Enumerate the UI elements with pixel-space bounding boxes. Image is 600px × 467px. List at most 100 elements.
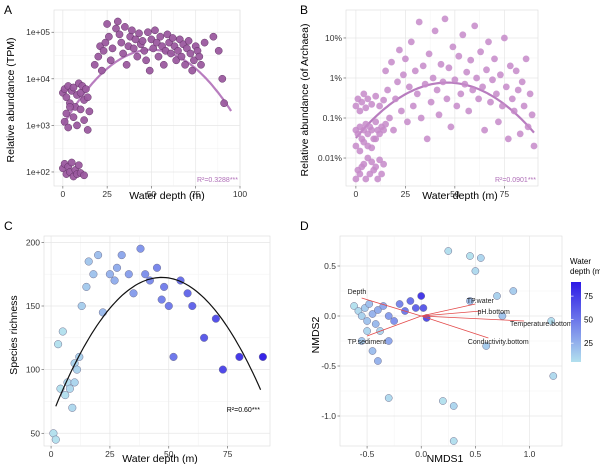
data-point [177, 52, 186, 61]
panel-b-points [352, 15, 538, 183]
data-point [160, 282, 169, 291]
data-point [427, 98, 435, 106]
data-point [135, 29, 143, 38]
data-point [67, 158, 76, 167]
legend-colorbar [571, 282, 581, 362]
data-point [549, 372, 558, 380]
panel-d-points: Depth TP.water pH.bottomTemperature.bottom… [348, 247, 573, 445]
data-point [455, 52, 463, 60]
data-point [520, 102, 528, 110]
data-point [128, 26, 136, 35]
x-tick-label: 100 [233, 189, 247, 199]
data-point [220, 99, 228, 108]
data-point [214, 46, 223, 55]
panel-b: B 0 25 50 750.01%0.1%1%10% Water depth (m) … [299, 3, 539, 202]
x-tick-label: 1.0 [524, 449, 536, 459]
data-point [396, 46, 403, 54]
data-point [417, 114, 425, 122]
data-point [200, 38, 209, 47]
y-tick-label: 0.01% [318, 153, 343, 163]
data-point [354, 130, 362, 138]
data-point [386, 114, 393, 122]
y-tick-label: 50 [31, 428, 41, 438]
data-point [378, 170, 385, 178]
panel-a-y-label: Relative abundance (TPM) [5, 38, 17, 163]
data-point [188, 66, 197, 75]
panel-a-x-label: Water depth (m) [129, 190, 204, 202]
data-point [65, 384, 74, 393]
data-point [437, 60, 445, 68]
data-point [477, 48, 484, 56]
data-point [360, 160, 368, 168]
panel-c-points [49, 244, 267, 444]
data-point [372, 163, 380, 171]
data-point [374, 175, 382, 183]
data-point [357, 337, 366, 345]
panel-b-ticks: 0 25 50 75 0.01% 0.1% 1% 10% [318, 33, 509, 199]
y-tick-label: 1e+02 [26, 167, 50, 177]
data-point [368, 347, 377, 355]
data-point [186, 49, 195, 58]
data-point [395, 300, 404, 308]
y-tick-label: -0.5 [321, 361, 336, 371]
data-point [69, 83, 78, 92]
data-point [62, 109, 71, 118]
x-tick-label: 50 [147, 189, 157, 199]
env-vector-arrow [421, 315, 489, 339]
legend-title-line-1: Water [570, 257, 591, 266]
data-point [58, 327, 67, 336]
legend-tick-label: 25 [584, 339, 593, 348]
data-point [489, 76, 496, 84]
data-point [115, 30, 124, 39]
data-point [433, 86, 441, 94]
data-point [475, 95, 482, 103]
data-point [510, 107, 518, 115]
data-point [479, 83, 486, 91]
data-point [411, 304, 420, 312]
y-tick-label: 1% [330, 73, 343, 83]
panel-b-letter: B [300, 3, 308, 17]
data-point [445, 64, 453, 72]
data-point [121, 23, 129, 31]
panel-c-ticks: 0 25 50 75 50 100 150 200 [26, 237, 233, 459]
data-point [80, 116, 88, 124]
data-point [97, 66, 106, 75]
data-point [457, 90, 465, 98]
data-point [466, 297, 474, 305]
data-point [159, 60, 168, 69]
panel-a-r2-annotation: R²=0.3288*** [197, 177, 238, 184]
data-point [368, 100, 376, 108]
panel-d: D Depth TP.water pH.bottomTemperature.bott… [300, 219, 600, 465]
data-point [69, 113, 78, 122]
data-point [413, 90, 421, 98]
data-point [85, 107, 94, 116]
data-point [83, 93, 92, 102]
panel-c-r2-annotation: R²=0.60*** [227, 407, 261, 414]
y-tick-label: 1e+05 [26, 27, 50, 37]
panel-d-x-label: NMDS1 [427, 453, 464, 465]
data-point [382, 67, 389, 75]
data-point [392, 95, 399, 103]
panel-d-grid [339, 235, 563, 447]
panel-a: A 0 25 50 75 100 1e+02 1e+03 1e+04 1e+05 Water d… [4, 3, 247, 202]
data-point [142, 56, 150, 65]
panel-a-ticks: 0 25 50 75 100 1e+02 1e+03 1e+04 1e+05 [26, 27, 247, 199]
legend-title-line-2: depth (m) [570, 267, 600, 276]
y-tick-label: 200 [26, 237, 40, 247]
data-point [66, 103, 74, 111]
data-point [151, 26, 159, 35]
data-point [384, 337, 393, 345]
data-point [356, 147, 364, 155]
data-point [441, 15, 449, 23]
panel-c-letter: C [4, 219, 13, 233]
x-tick-label: 50 [164, 449, 174, 459]
data-point [374, 306, 382, 314]
panel-d-ticks: -0.5 0.0 0.5 1.0 -1.0 -0.5 0.0 0.5 [321, 261, 535, 459]
data-point [374, 357, 382, 365]
env-vector-label: Temperature.bottom [510, 321, 573, 328]
data-point [469, 86, 477, 94]
data-point [459, 31, 467, 39]
data-point [356, 170, 364, 178]
data-point [493, 292, 501, 300]
